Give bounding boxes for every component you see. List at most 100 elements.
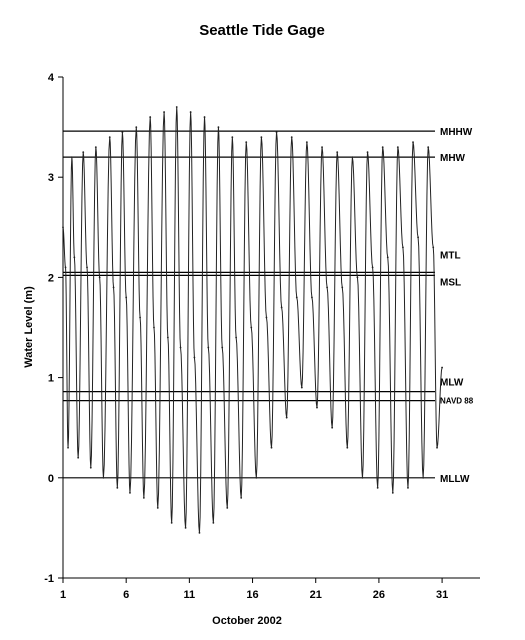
series-point — [179, 346, 182, 349]
series-point — [341, 286, 344, 289]
series-point — [422, 476, 425, 479]
series-point — [116, 486, 119, 489]
series-point — [70, 156, 73, 159]
x-tick-label: 16 — [246, 589, 258, 601]
series-point — [300, 386, 303, 389]
series-point — [305, 141, 308, 144]
series-point — [432, 246, 435, 249]
x-tick-label: 11 — [184, 589, 196, 601]
series-point — [73, 256, 76, 259]
series-point — [203, 116, 206, 118]
series-point — [231, 136, 234, 139]
series-point — [217, 126, 220, 128]
y-tick-label: 1 — [48, 373, 54, 385]
series-point — [245, 141, 248, 144]
series-point — [67, 446, 69, 449]
series-point — [346, 446, 349, 449]
series-point — [351, 156, 354, 159]
series-point — [207, 346, 210, 349]
datum-label: MHW — [440, 153, 466, 164]
x-axis-label: October 2002 — [212, 615, 282, 627]
series-point — [316, 406, 318, 409]
series-point — [153, 326, 155, 329]
series-point — [412, 141, 414, 144]
series-point — [139, 316, 141, 319]
series-point — [89, 466, 92, 469]
series-point — [402, 246, 404, 249]
series-point — [175, 106, 178, 108]
series-point — [391, 491, 394, 494]
datum-label: NAVD 88 — [440, 397, 474, 406]
series-point — [98, 276, 101, 279]
series-point — [441, 366, 443, 369]
x-tick-label: 6 — [123, 589, 129, 601]
series-point — [260, 136, 263, 139]
y-axis-label: Water Level (m) — [23, 286, 35, 368]
series-point — [149, 116, 152, 118]
series-point — [331, 426, 334, 429]
series-point — [166, 336, 169, 339]
series-point — [221, 346, 224, 349]
series-point — [129, 491, 131, 494]
series-point — [285, 416, 288, 419]
x-tick-label: 31 — [436, 589, 448, 601]
series-point — [142, 496, 145, 499]
series-point — [326, 286, 328, 289]
series-point — [356, 276, 359, 279]
series-point — [280, 306, 283, 309]
series-point — [62, 226, 64, 229]
series-point — [212, 521, 215, 524]
series-point — [108, 136, 111, 139]
y-tick-label: 4 — [48, 72, 55, 84]
series-point — [381, 146, 384, 149]
datum-label: MLW — [440, 378, 464, 389]
series-point — [321, 146, 323, 149]
series-point — [135, 126, 138, 128]
series-point — [77, 456, 80, 459]
series-point — [189, 111, 192, 113]
x-tick-label: 1 — [60, 589, 66, 601]
series-point — [427, 146, 430, 149]
series-point — [361, 476, 364, 479]
series-point — [121, 131, 124, 134]
series-point — [265, 316, 268, 319]
series-point — [86, 266, 88, 269]
x-axis: 1 6 11 16 21 26 31 — [60, 578, 448, 601]
series-point — [94, 146, 97, 149]
series-point — [417, 236, 419, 239]
series-point — [170, 521, 173, 524]
series-point — [366, 151, 369, 154]
series-point — [275, 131, 278, 134]
datum-label: MLLW — [440, 474, 470, 485]
x-tick-label: 26 — [373, 589, 385, 601]
series-point — [336, 151, 339, 154]
series-point — [255, 476, 258, 479]
series-point — [396, 146, 399, 149]
datum-label: MSL — [440, 277, 461, 288]
series-point — [125, 296, 128, 299]
series-point — [376, 486, 379, 489]
y-tick-label: 2 — [48, 272, 54, 284]
chart-title: Seattle Tide Gage — [199, 22, 325, 39]
series-point — [163, 111, 165, 113]
series-point — [270, 446, 273, 449]
series-point — [250, 326, 253, 329]
series-point — [198, 532, 201, 534]
series-point — [156, 506, 159, 509]
series-point — [290, 136, 293, 139]
series-point — [235, 336, 238, 339]
series-point — [436, 446, 438, 449]
y-axis: -1 0 1 2 3 4 — [44, 72, 63, 585]
series-point — [102, 476, 105, 479]
datum-label: MTL — [440, 250, 461, 261]
series-point — [184, 527, 187, 529]
series-line — [62, 106, 443, 534]
y-tick-label: -1 — [44, 573, 54, 585]
series-point — [295, 296, 298, 299]
series-point — [193, 356, 196, 359]
series-point — [64, 266, 67, 269]
series-point — [407, 486, 409, 489]
y-tick-label: 3 — [48, 172, 54, 184]
x-tick-label: 21 — [310, 589, 322, 601]
